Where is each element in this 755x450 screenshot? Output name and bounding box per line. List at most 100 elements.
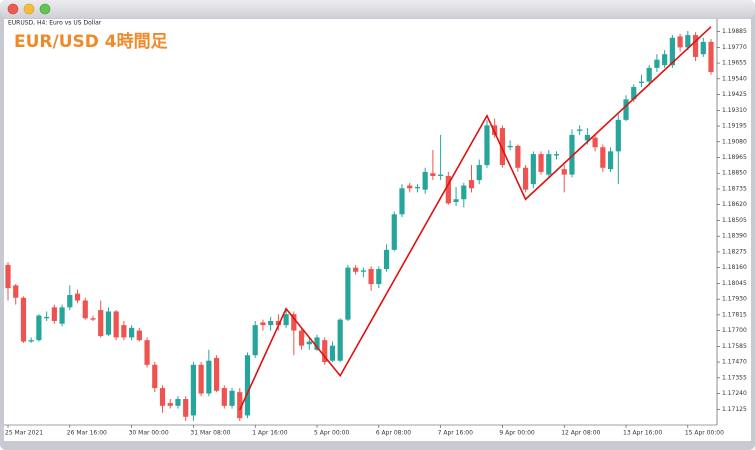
candle-body	[244, 355, 251, 416]
minimize-button[interactable]	[23, 3, 35, 15]
candle-body	[654, 59, 660, 68]
candle-body	[615, 119, 621, 152]
candle-body	[553, 154, 560, 156]
y-tick-label: 1.19885	[722, 28, 747, 35]
candle-body	[121, 325, 127, 338]
candle-body	[129, 327, 135, 338]
candle-body	[623, 99, 629, 120]
window-label: EURUSD, H4: Euro vs US Dollar	[8, 20, 102, 27]
candle-body	[515, 145, 521, 168]
candle-body	[221, 388, 227, 406]
candle-body	[198, 364, 204, 394]
candle-body	[662, 54, 668, 66]
candle-body	[213, 357, 220, 391]
candle-body	[685, 35, 691, 48]
candle-body	[252, 325, 258, 356]
candle-body	[638, 81, 645, 83]
candle-body	[36, 315, 42, 341]
x-tick-label: 5 Apr 00:00	[314, 430, 349, 437]
trend-zigzag	[239, 26, 712, 411]
candle-body	[445, 175, 451, 204]
candle-body	[144, 340, 150, 365]
candle-body	[268, 321, 274, 326]
candle-body	[592, 137, 598, 148]
y-tick-label: 1.17355	[722, 374, 747, 381]
candle-body	[530, 154, 536, 185]
candle-body	[584, 134, 590, 141]
candle-body	[492, 125, 498, 135]
close-button[interactable]	[7, 3, 19, 15]
y-tick-label: 1.19425	[722, 91, 747, 98]
y-tick-label: 1.17585	[722, 343, 747, 350]
candle-body	[190, 364, 197, 416]
x-tick-label: 7 Apr 16:00	[438, 430, 473, 437]
candle-body	[113, 311, 119, 338]
candle-body	[44, 316, 50, 319]
candle-body	[700, 41, 706, 55]
candle-body	[105, 311, 112, 335]
candle-body	[461, 185, 467, 200]
x-tick-label: 12 Apr 08:00	[561, 430, 600, 437]
candle-body	[646, 67, 652, 82]
candle-body	[577, 129, 583, 131]
candle-body	[353, 267, 359, 272]
y-tick-label: 1.19080	[722, 138, 747, 145]
candle-body	[291, 314, 297, 331]
candle-body	[368, 269, 374, 285]
candle-body	[329, 345, 336, 361]
candle-body	[391, 214, 397, 250]
candle-body	[360, 270, 366, 272]
x-tick-label: 1 Apr 16:00	[252, 430, 287, 437]
candle-body	[51, 307, 57, 322]
maximize-button[interactable]	[39, 3, 51, 15]
candle-body	[546, 154, 552, 175]
y-tick-label: 1.19195	[722, 123, 747, 130]
candle-body	[298, 330, 305, 346]
y-tick-label: 1.17815	[722, 311, 747, 318]
candle-body	[345, 267, 351, 320]
candle-body	[67, 295, 73, 308]
candle-body	[507, 145, 513, 148]
y-tick-label: 1.17240	[722, 390, 747, 397]
title-bar	[0, 0, 755, 18]
x-tick-label: 6 Apr 08:00	[376, 430, 411, 437]
y-tick-label: 1.19540	[722, 75, 747, 82]
candle-body	[82, 300, 88, 319]
y-tick-label: 1.18275	[722, 248, 747, 255]
candle-body	[607, 151, 614, 170]
candle-body	[669, 37, 675, 66]
candle-body	[229, 390, 235, 406]
x-tick-label: 15 Apr 00:00	[685, 430, 724, 437]
candle-body	[692, 35, 699, 57]
y-tick-label: 1.18735	[722, 185, 747, 192]
chart-title: EUR/USD 4時間足	[14, 31, 168, 52]
y-tick-label: 1.17700	[722, 327, 747, 334]
candle-body	[260, 322, 266, 326]
x-tick-label: 9 Apr 00:00	[499, 430, 534, 437]
candle-body	[59, 307, 65, 324]
y-tick-label: 1.18045	[722, 280, 747, 287]
candle-body	[90, 318, 96, 320]
candle-body	[306, 341, 312, 345]
x-tick-label: 25 Mar 2021	[5, 430, 43, 437]
y-tick-label: 1.17125	[722, 406, 747, 413]
candle-body	[322, 340, 328, 363]
y-tick-label: 1.19655	[722, 60, 747, 67]
candle-body	[569, 134, 575, 175]
y-tick-label: 1.18505	[722, 217, 747, 224]
candle-body	[468, 180, 475, 189]
chart-area	[4, 19, 751, 441]
candle-body	[414, 186, 421, 189]
candle-body	[314, 337, 320, 350]
candle-body	[484, 125, 490, 166]
candle-body	[152, 364, 158, 389]
candle-body	[631, 87, 637, 100]
candle-body	[28, 340, 34, 342]
candle-body	[538, 154, 544, 172]
candle-body	[376, 269, 382, 285]
candle-body	[275, 321, 281, 326]
candle-body	[708, 41, 714, 72]
candle-body	[422, 171, 428, 190]
candle-body	[476, 165, 482, 181]
candle-body	[136, 330, 142, 341]
